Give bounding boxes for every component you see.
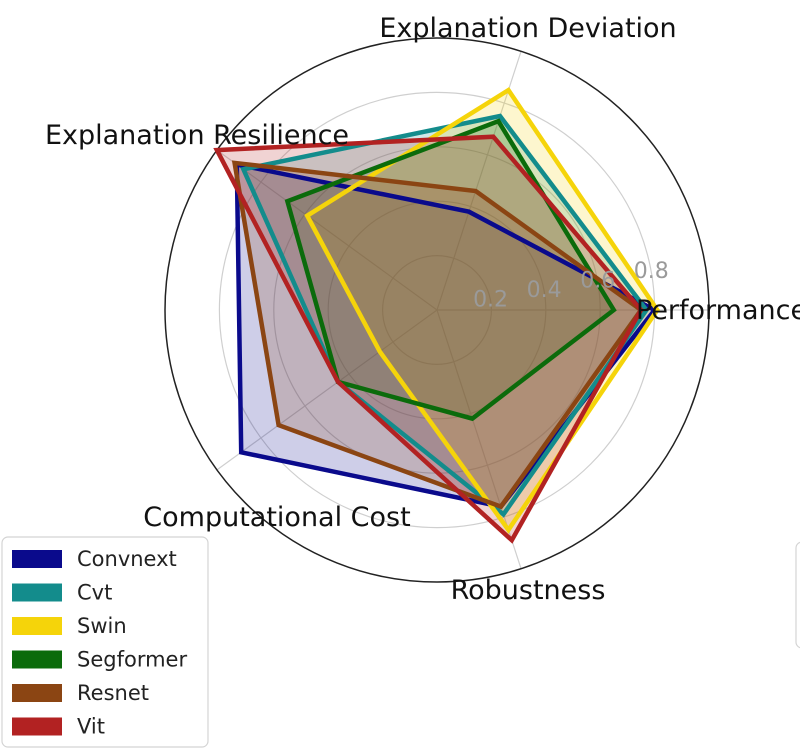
legend-swatch-vit — [12, 717, 62, 736]
spoke-2 — [436, 51, 522, 311]
radial-tick-label: 0.8 — [634, 259, 669, 284]
legend-swatch-cvt — [12, 583, 62, 602]
legend-swatch-swin — [12, 617, 62, 635]
legend-swatch-segformer — [12, 650, 62, 669]
legend-label-cvt: Cvt — [77, 581, 112, 605]
series-line-segformer — [284, 118, 617, 422]
series-fill-segformer — [287, 121, 614, 419]
series-fill-convnext — [236, 164, 655, 507]
legend-swatch-convnext — [12, 550, 62, 568]
legend-label-swin: Swin — [77, 614, 127, 638]
series-layer — [213, 87, 661, 544]
legend-label-convnext: Convnext — [77, 547, 177, 571]
legend: Convnext Cvt Swin Segformer Resnet Vit — [1, 536, 800, 748]
axis-labels: Performance Explanation Deviation Explanat… — [45, 13, 800, 606]
radial-tick-label: 0.6 — [580, 269, 615, 294]
outer-frame — [164, 37, 710, 583]
radial-tick-label: 0.4 — [527, 278, 562, 303]
legend-label-resnet: Resnet — [77, 681, 149, 705]
series-line-vit — [213, 134, 644, 544]
axis-label-explanation-deviation: Explanation Deviation — [379, 13, 676, 44]
radial-tick-label: 0.2 — [473, 288, 508, 313]
axis-label-computational-cost: Computational Cost — [143, 502, 410, 533]
legend-label-segformer: Segformer — [77, 648, 187, 672]
legend-box-partial — [795, 541, 800, 649]
axis-label-performance: Performance — [636, 295, 800, 326]
radial-ticks: 0.2 0.4 0.6 0.8 — [473, 259, 669, 312]
series-line-resnet — [231, 160, 645, 510]
series-line-cvt — [240, 113, 650, 518]
spoke-4 — [216, 309, 438, 471]
legend-swatch-resnet — [12, 684, 62, 702]
spoke-3 — [216, 149, 438, 311]
axis-label-robustness: Robustness — [451, 575, 606, 606]
series-fill-cvt — [243, 116, 647, 515]
series-line-swin — [304, 87, 661, 534]
axis-label-explanation-resilience: Explanation Resilience — [45, 120, 349, 151]
legend-label-vit: Vit — [77, 715, 105, 739]
series-fill-vit — [216, 136, 641, 541]
